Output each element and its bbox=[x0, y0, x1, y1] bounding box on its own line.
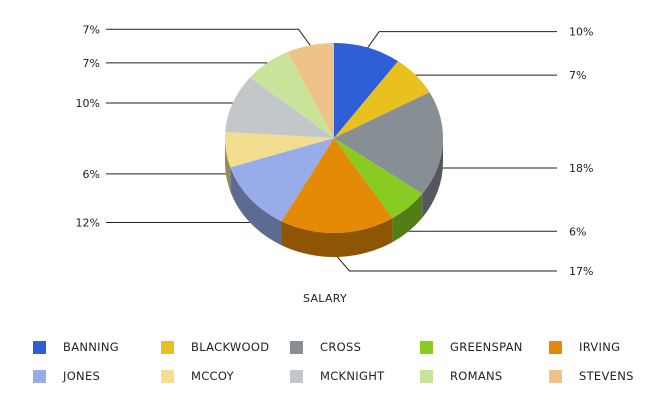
legend-item: CROSS bbox=[290, 339, 361, 355]
legend-item: IRVING bbox=[549, 339, 620, 355]
pie-chart: 10% 7% 18% 6% 17% 12% 6% 10% 7% 7% bbox=[76, 23, 594, 278]
pie-slice-mcknight bbox=[225, 77, 334, 138]
legend-item: GREENSPAN bbox=[420, 339, 523, 355]
legend-swatch bbox=[549, 369, 562, 383]
legend-label: IRVING bbox=[579, 340, 621, 354]
chart-legend: BANNING BLACKWOOD CROSS GREENSPAN IRVING JONE… bbox=[0, 336, 650, 396]
pie-slice-stevens bbox=[287, 43, 334, 138]
legend-label: CROSS bbox=[320, 340, 362, 354]
percent-label-greenspan: 6% bbox=[569, 225, 586, 238]
legend-swatch bbox=[290, 369, 303, 383]
leader-line-stevens bbox=[106, 28, 311, 46]
legend-label: BANNING bbox=[63, 340, 119, 354]
legend-item: BANNING bbox=[33, 339, 119, 355]
percent-label-stevens: 7% bbox=[83, 23, 100, 36]
legend-swatch bbox=[290, 340, 303, 354]
leader-line-banning bbox=[367, 31, 557, 48]
legend-swatch bbox=[33, 369, 46, 383]
percent-label-mccoy: 6% bbox=[83, 168, 100, 181]
pie-slice-jones bbox=[230, 138, 334, 222]
percent-label-irving: 17% bbox=[569, 265, 593, 278]
legend-swatch bbox=[161, 340, 174, 354]
pie-slice-romans bbox=[250, 52, 334, 139]
legend-swatch bbox=[33, 340, 46, 354]
pie-slice-blackwood bbox=[334, 61, 430, 138]
legend-item: MCKNIGHT bbox=[290, 368, 384, 384]
legend-label: STEVENS bbox=[579, 369, 634, 383]
percent-label-romans: 7% bbox=[83, 57, 100, 70]
legend-item: MCCOY bbox=[161, 368, 234, 384]
pie-slice-cross bbox=[334, 92, 443, 194]
leader-lines bbox=[106, 28, 557, 272]
pie-side-cross bbox=[422, 138, 443, 218]
legend-swatch bbox=[420, 340, 433, 354]
pie-slice-greenspan bbox=[334, 138, 423, 219]
pie-side-irving bbox=[281, 218, 393, 257]
percent-label-mcknight: 10% bbox=[76, 97, 100, 110]
percent-label-banning: 10% bbox=[569, 26, 593, 39]
pie-slice-banning bbox=[334, 43, 399, 138]
legend-label: GREENSPAN bbox=[450, 340, 523, 354]
pie-side-greenspan bbox=[392, 193, 423, 243]
legend-label: MCCOY bbox=[191, 369, 234, 383]
legend-swatch bbox=[549, 340, 562, 354]
percent-label-blackwood: 7% bbox=[569, 69, 586, 82]
legend-item: ROMANS bbox=[420, 368, 503, 384]
legend-label: MCKNIGHT bbox=[320, 369, 385, 383]
chart-x-axis-label: SALARY bbox=[302, 292, 348, 305]
legend-label: JONES bbox=[63, 369, 101, 383]
legend-item: JONES bbox=[33, 368, 100, 384]
legend-swatch bbox=[420, 369, 433, 383]
percent-label-cross: 18% bbox=[569, 162, 593, 175]
legend-item: BLACKWOOD bbox=[161, 339, 269, 355]
legend-item: STEVENS bbox=[549, 368, 634, 384]
pie-slice-mccoy bbox=[224, 132, 334, 168]
legend-label: BLACKWOOD bbox=[191, 340, 270, 354]
legend-swatch bbox=[161, 369, 174, 383]
pie-slice-irving bbox=[281, 138, 393, 233]
percent-labels: 10% 7% 18% 6% 17% 12% 6% 10% 7% 7% bbox=[76, 23, 594, 278]
pie-slices bbox=[224, 43, 443, 233]
pie-depth-layer bbox=[225, 138, 443, 257]
pie-side-mccoy bbox=[225, 138, 231, 192]
pie-side-jones bbox=[230, 167, 282, 246]
leader-line-irving bbox=[337, 256, 557, 272]
percent-label-jones: 12% bbox=[76, 217, 100, 230]
legend-label: ROMANS bbox=[450, 369, 503, 383]
